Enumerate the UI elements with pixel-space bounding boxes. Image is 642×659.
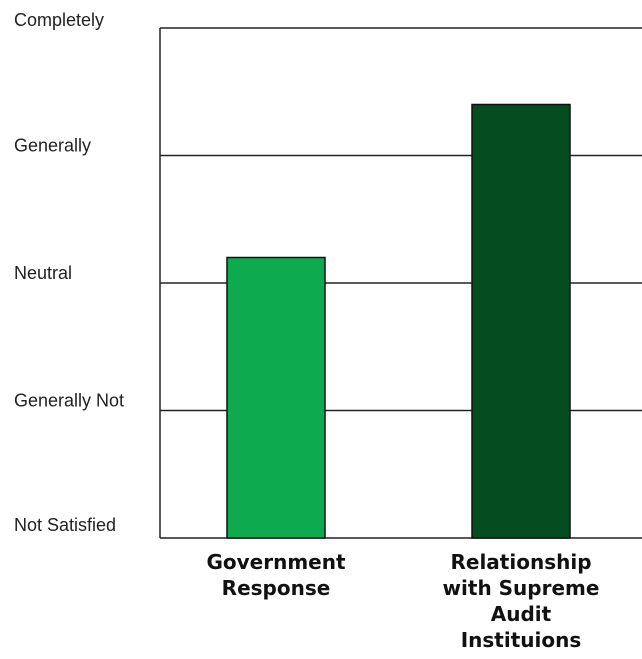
x-tick-label-line: Instituions (461, 628, 582, 652)
x-tick-label-1: Government Response (206, 550, 346, 600)
bar-1 (226, 256, 326, 539)
x-tick-label-line: Response (222, 576, 331, 600)
y-axis-tick-labels: Not Satisfied Generally Not Neutral General… (14, 10, 124, 535)
y-tick-label: Not Satisfied (14, 515, 116, 535)
bars (226, 103, 571, 539)
x-axis-tick-labels: Government Response Relationship with Supre… (206, 550, 599, 652)
x-tick-label-line: Audit (491, 602, 552, 626)
y-tick-label: Neutral (14, 263, 72, 283)
x-tick-label-line: Government (206, 550, 346, 574)
y-tick-label: Generally Not (14, 391, 124, 411)
y-tick-label: Completely (14, 10, 104, 30)
y-tick-label: Generally (14, 136, 91, 156)
x-tick-label-line: Relationship (450, 550, 591, 574)
x-tick-label-line: with Supreme (443, 576, 600, 600)
bar-2 (471, 103, 571, 539)
x-tick-label-2: Relationship with Supreme Audit Instituions (443, 550, 600, 652)
